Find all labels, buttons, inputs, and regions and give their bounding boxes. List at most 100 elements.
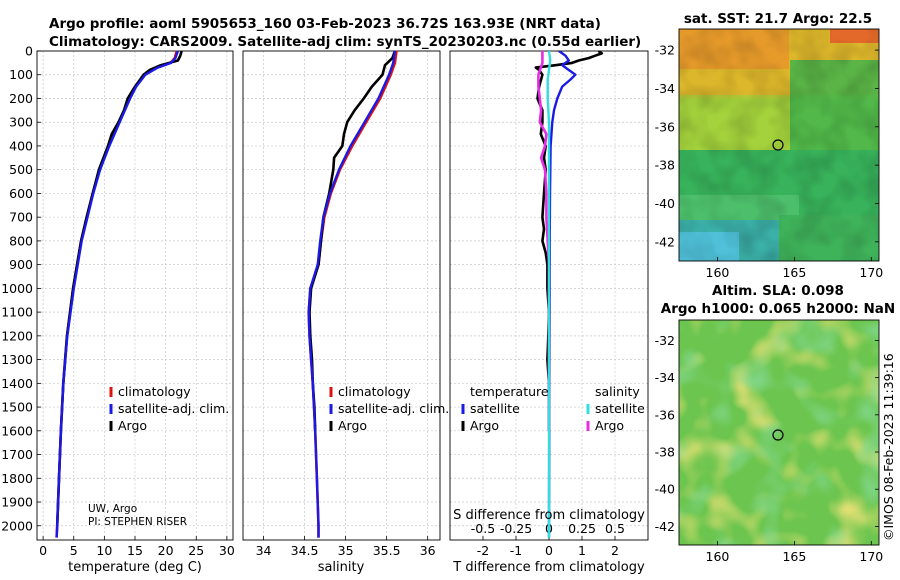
- lat-tick-label: -38: [655, 445, 675, 460]
- series-temperature-satellite: [55, 51, 180, 538]
- legend-label-s-argo: Argo: [595, 418, 624, 433]
- x-tick-label: 15: [127, 543, 143, 558]
- depth-tick-label: 100: [9, 67, 33, 82]
- sla-float-marker: [772, 429, 784, 441]
- depth-tick-label: 1500: [1, 400, 33, 415]
- salinity-xlabel: salinity: [318, 560, 365, 575]
- depth-tick-label: 500: [9, 162, 33, 177]
- salinity-legend: climatology satellite-adj. clim. Argo: [329, 384, 449, 433]
- sla-map-title2: Argo h1000: 0.065 h2000: NaN: [661, 301, 895, 317]
- depth-tick-label: 1800: [1, 471, 33, 486]
- sst-float-marker: [772, 139, 784, 151]
- imos-timestamp: ©IMOS 08-Feb-2023 11:39:16: [881, 353, 896, 541]
- x-tick-label: 5: [70, 543, 78, 558]
- lon-tick-label: 170: [859, 265, 883, 280]
- difference-panel: -2 -1 0 1 2 -0.5 -0.25 0 0.25 0.5 T difference f…: [449, 50, 649, 575]
- lat-tick-label: -38: [655, 158, 675, 173]
- lon-tick-label: 170: [859, 549, 883, 564]
- legend-label-climatology: climatology: [338, 384, 411, 399]
- difference-legend: temperature salinity satellite Argo sate…: [461, 384, 645, 433]
- lon-tick-label: 160: [706, 265, 730, 280]
- x-tick-label: 30: [219, 543, 235, 558]
- x-tick-label: 0: [545, 543, 553, 558]
- series-salinity-satellite: [307, 51, 397, 538]
- lat-tick-label: -32: [655, 43, 675, 58]
- legend-label-climatology: climatology: [118, 384, 191, 399]
- lon-tick-label: 165: [782, 549, 806, 564]
- depth-tick-label: 1000: [1, 281, 33, 296]
- sst-heatmap: [679, 29, 879, 261]
- depth-tick-label: 1400: [1, 376, 33, 391]
- s-diff-tick-label: -0.25: [500, 521, 532, 536]
- x-tick-label: 36: [420, 543, 436, 558]
- x-tick-label: 0: [39, 543, 47, 558]
- x-tick-label: -1: [510, 543, 522, 558]
- temperature-legend: climatology satellite-adj. clim. Argo: [109, 384, 229, 433]
- depth-tick-label: 1600: [1, 423, 33, 438]
- lat-tick-label: -40: [655, 196, 675, 211]
- lat-tick-label: -40: [655, 482, 675, 497]
- lat-tick-label: -36: [655, 407, 675, 422]
- lon-tick-label: 165: [782, 265, 806, 280]
- depth-tick-label: 300: [9, 115, 33, 130]
- legend-header-salinity: salinity: [595, 384, 640, 399]
- figure-title-line2: Climatology: CARS2009. Satellite-adj cli…: [49, 34, 641, 50]
- legend-label-argo: Argo: [118, 418, 147, 433]
- s-diff-tick-label: 0.25: [568, 521, 596, 536]
- legend-label-satellite: satellite-adj. clim.: [118, 401, 229, 416]
- depth-tick-label: 0: [25, 44, 33, 59]
- depth-tick-label: 1100: [1, 305, 33, 320]
- x-tick-label: 35: [338, 543, 354, 558]
- temperature-panel: 0100200300400500600700800900100011001200…: [1, 44, 235, 576]
- legend-label-satellite: satellite-adj. clim.: [338, 401, 449, 416]
- sst-map-panel: sat. SST: 21.7 Argo: 22.5 160 165 170 -32 -3…: [655, 11, 884, 280]
- series-s-diff-satellite: [546, 51, 552, 538]
- legend-label-t-satellite: satellite: [470, 401, 520, 416]
- depth-tick-label: 200: [9, 91, 33, 106]
- sst-map-title: sat. SST: 21.7 Argo: 22.5: [684, 11, 872, 27]
- annotation-institution: UW, Argo: [88, 503, 137, 515]
- x-tick-label: 2: [611, 543, 619, 558]
- lat-tick-label: -42: [655, 234, 675, 249]
- x-tick-label: 34: [256, 543, 272, 558]
- lat-tick-label: -36: [655, 119, 675, 134]
- depth-tick-label: 600: [9, 186, 33, 201]
- legend-header-temperature: temperature: [470, 384, 549, 399]
- depth-tick-label: 400: [9, 138, 33, 153]
- series-t-diff-satellite: [547, 51, 577, 538]
- x-tick-label: 1: [578, 543, 586, 558]
- salinity-panel: 34 34.5 35 35.5 36 salinity climatology sate…: [242, 50, 449, 575]
- depth-tick-label: 900: [9, 257, 33, 272]
- series-salinity-climatology: [307, 51, 398, 538]
- depth-tick-label: 1200: [1, 328, 33, 343]
- sla-heatmap: [679, 320, 879, 545]
- x-tick-label: 34.5: [291, 543, 319, 558]
- lat-tick-label: -34: [655, 81, 675, 96]
- x-tick-label: 10: [96, 543, 112, 558]
- x-tick-label: 35.5: [373, 543, 401, 558]
- t-difference-xlabel: T difference from climatology: [452, 560, 645, 575]
- x-tick-label: 20: [158, 543, 174, 558]
- temperature-xlabel: temperature (deg C): [68, 560, 202, 575]
- depth-tick-label: 1300: [1, 352, 33, 367]
- x-tick-label: 25: [188, 543, 204, 558]
- s-diff-tick-label: 0.5: [605, 521, 625, 536]
- depth-tick-label: 800: [9, 233, 33, 248]
- depth-tick-label: 700: [9, 210, 33, 225]
- annotation-pi: PI: STEPHEN RISER: [88, 516, 187, 528]
- lat-tick-label: -32: [655, 333, 675, 348]
- s-diff-tick-label: -0.5: [471, 521, 495, 536]
- s-difference-xlabel: S difference from climatology: [453, 508, 645, 523]
- depth-tick-label: 1700: [1, 447, 33, 462]
- sla-map-panel: Altim. SLA: 0.098 Argo h1000: 0.065 h200…: [655, 283, 896, 564]
- x-tick-label: -2: [477, 543, 489, 558]
- figure-title-line1: Argo profile: aoml 5905653_160 03-Feb-20…: [49, 16, 601, 32]
- lon-tick-label: 160: [706, 549, 730, 564]
- depth-tick-label: 2000: [1, 518, 33, 533]
- legend-label-argo: Argo: [338, 418, 367, 433]
- legend-label-s-satellite: satellite: [595, 401, 645, 416]
- depth-tick-label: 1900: [1, 495, 33, 510]
- lat-tick-label: -34: [655, 370, 675, 385]
- sla-map-title1: Altim. SLA: 0.098: [712, 283, 844, 299]
